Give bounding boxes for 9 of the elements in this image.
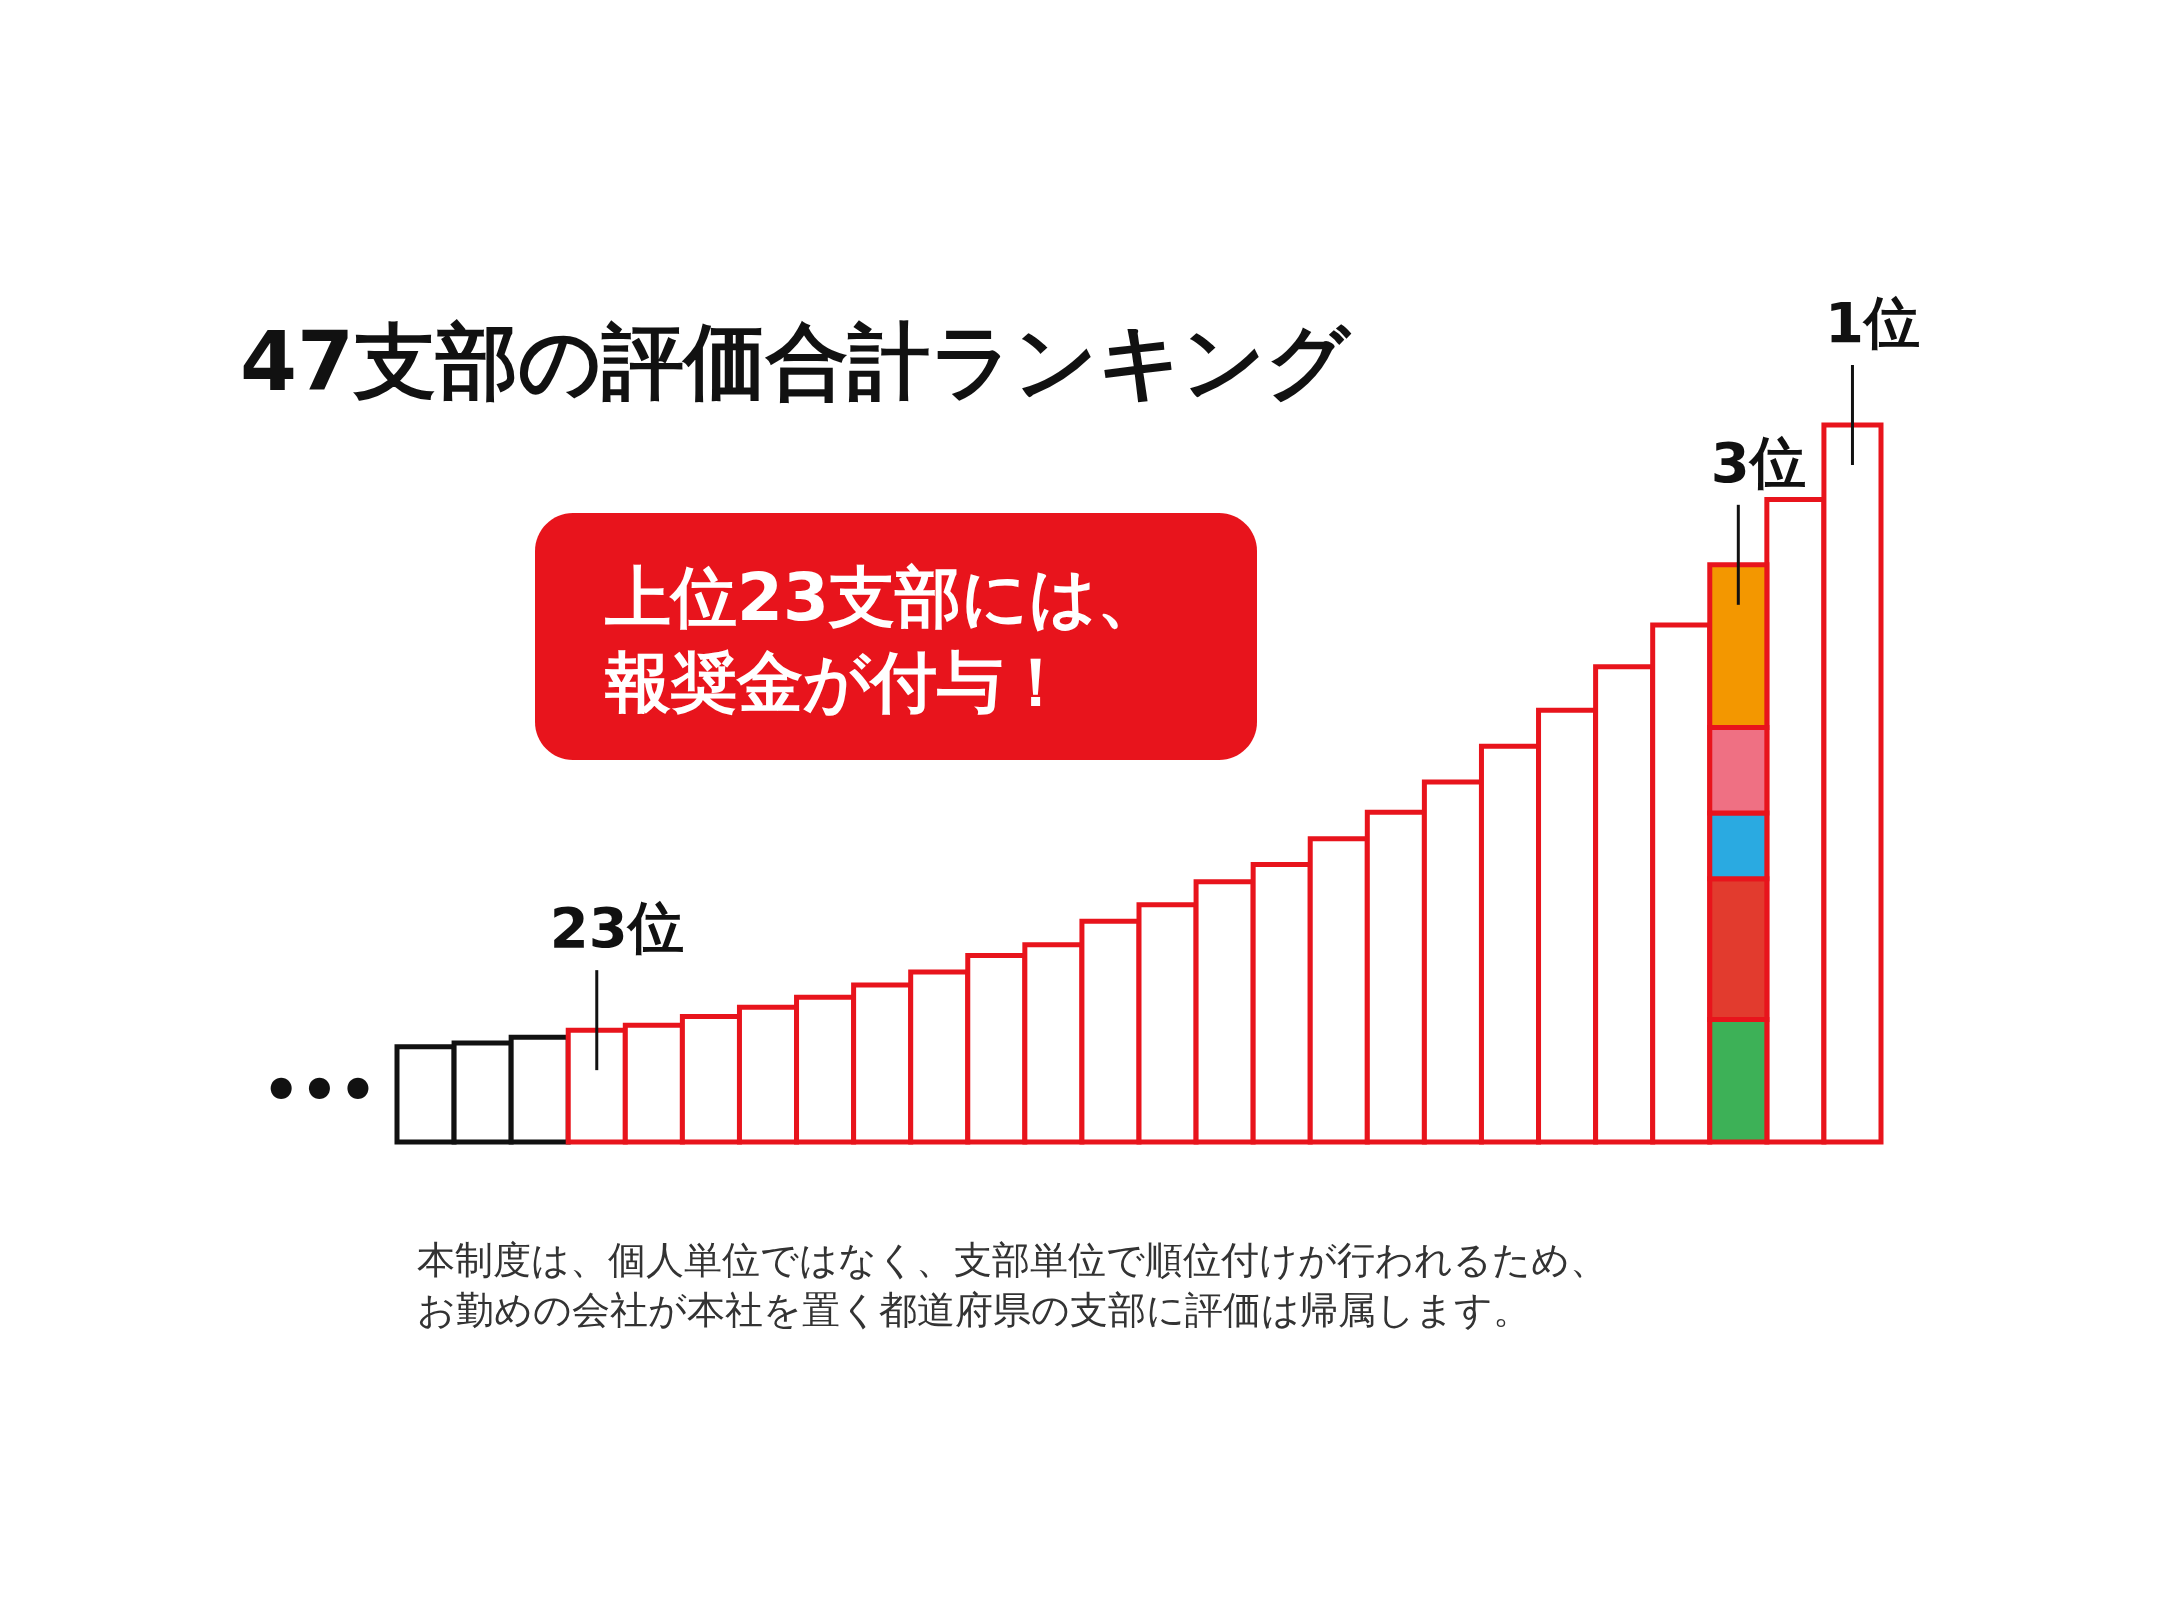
text: ••• — [262, 1055, 378, 1125]
text: 1位 — [1824, 290, 1920, 355]
text: 23位 — [549, 895, 684, 961]
annotation: 報奨金が付与！ — [605, 644, 1069, 721]
text: 本制度は、個人単位ではなく、支部単位で順位付けが行われるため、 — [417, 1238, 1608, 1282]
chart-title: 47支部の評価合計ランキング — [240, 314, 1353, 409]
annotation: 上位23支部には、 — [604, 559, 1163, 636]
text: お勤めの会社が本社を置く都道府県の支部に評価は帰属します。 — [417, 1288, 1531, 1332]
text: 3位 — [1710, 429, 1806, 495]
